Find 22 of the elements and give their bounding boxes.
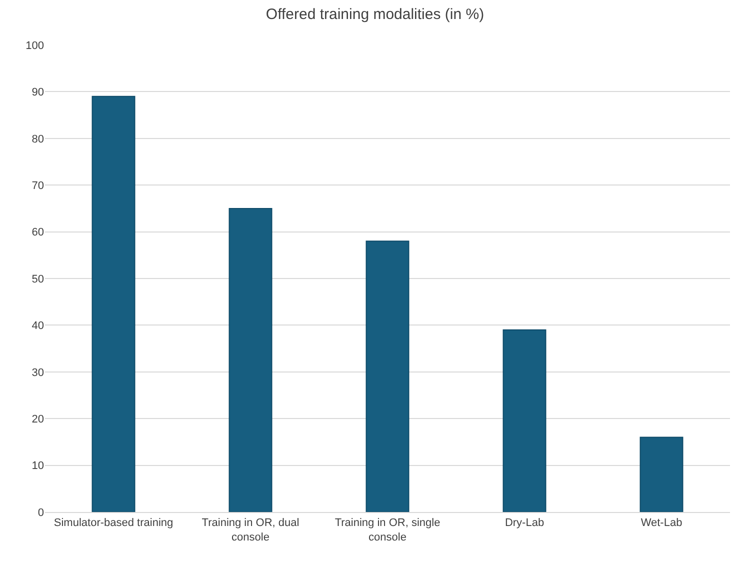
y-tick-label: 0 — [38, 506, 44, 519]
y-tick-label: 30 — [32, 366, 44, 379]
chart-title: Offered training modalities (in %) — [266, 6, 484, 24]
y-tick-label: 100 — [26, 40, 44, 52]
bar — [366, 240, 410, 512]
bar — [640, 436, 684, 512]
x-tick-label: Training in OR, dual console — [202, 517, 300, 544]
bar — [92, 96, 136, 512]
y-tick-label: 20 — [32, 413, 44, 426]
y-tick-label: 70 — [32, 180, 44, 192]
y-tick-label: 60 — [32, 226, 44, 239]
y-tick-label: 40 — [32, 320, 44, 332]
x-tick-label: Dry-Lab — [504, 517, 544, 530]
bar — [228, 208, 272, 512]
bar — [502, 329, 546, 512]
x-tick-label: Simulator-based training — [54, 517, 174, 530]
x-tick-label: Wet-Lab — [640, 517, 682, 530]
y-tick-label: 80 — [32, 133, 44, 146]
x-tick-label: Training in OR, single console — [334, 517, 440, 544]
y-tick-label: 10 — [32, 460, 44, 472]
y-tick-label: 90 — [32, 86, 44, 99]
y-tick-label: 50 — [32, 273, 44, 286]
